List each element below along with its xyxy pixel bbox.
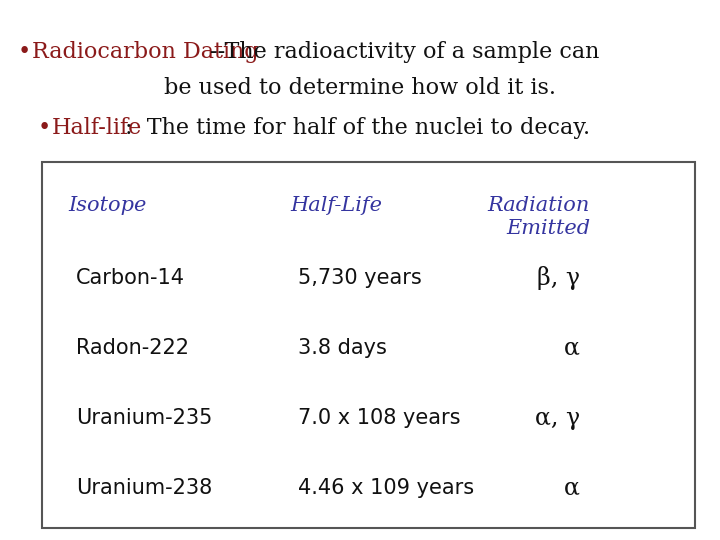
- Text: α: α: [564, 336, 580, 360]
- Text: Uranium-235: Uranium-235: [76, 408, 212, 428]
- Text: Radiation
Emitted: Radiation Emitted: [487, 196, 590, 239]
- Text: α, γ: α, γ: [535, 407, 580, 429]
- Text: Uranium-238: Uranium-238: [76, 478, 212, 498]
- Text: Half-life: Half-life: [52, 117, 143, 139]
- Text: 7.0 x 108 years: 7.0 x 108 years: [298, 408, 461, 428]
- Text: •: •: [18, 41, 31, 63]
- Text: Radon-222: Radon-222: [76, 338, 189, 358]
- Text: 5,730 years: 5,730 years: [298, 268, 422, 288]
- Text: be used to determine how old it is.: be used to determine how old it is.: [164, 77, 556, 99]
- Text: 3.8 days: 3.8 days: [298, 338, 387, 358]
- Text: Carbon-14: Carbon-14: [76, 268, 185, 288]
- Text: Isotope: Isotope: [68, 196, 146, 215]
- Text: :  The time for half of the nuclei to decay.: : The time for half of the nuclei to dec…: [125, 117, 590, 139]
- Text: Radiocarbon Dating: Radiocarbon Dating: [32, 41, 258, 63]
- Text: --The radioactivity of a sample can: --The radioactivity of a sample can: [210, 41, 599, 63]
- Text: •: •: [38, 117, 51, 139]
- Text: 4.46 x 109 years: 4.46 x 109 years: [298, 478, 474, 498]
- Text: α: α: [564, 476, 580, 500]
- Text: Half-Life: Half-Life: [290, 196, 382, 215]
- Text: β, γ: β, γ: [537, 266, 580, 290]
- FancyBboxPatch shape: [42, 162, 695, 528]
